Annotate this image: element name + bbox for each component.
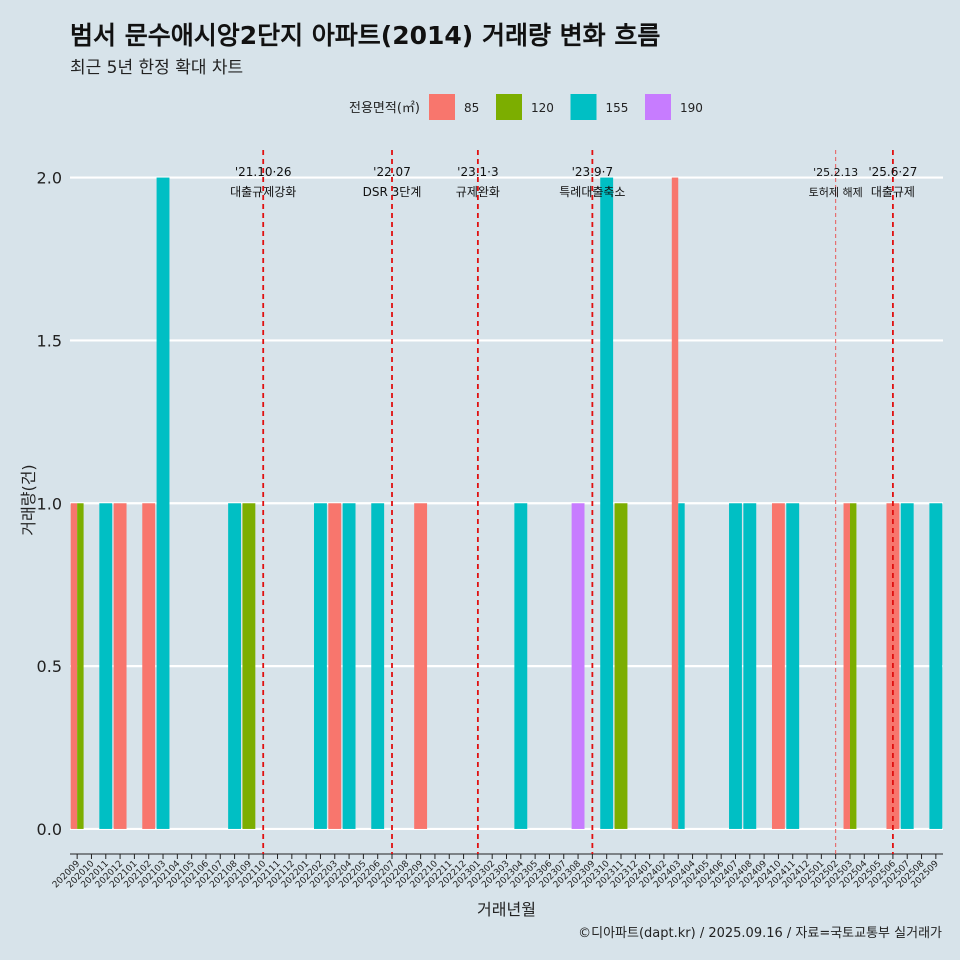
bar-202304-155 — [514, 503, 528, 829]
bar-202509-155 — [929, 503, 943, 829]
legend-label: 155 — [606, 101, 629, 115]
x-axis-title: 거래년월 — [477, 900, 536, 919]
bar-202009-85 — [70, 503, 78, 829]
event-date-label: '22.07 — [373, 165, 411, 179]
bar-202209-85 — [414, 503, 428, 829]
legend-label: 120 — [531, 101, 554, 115]
bar-202411-155 — [786, 503, 800, 829]
event-date-label: '21.10·26 — [235, 165, 292, 179]
bar-202403-85 — [671, 177, 679, 829]
bar-202204-155 — [342, 503, 356, 829]
bar-202308-190 — [571, 503, 585, 829]
y-tick-label: 0.0 — [37, 820, 62, 839]
bar-202503-120 — [849, 503, 857, 829]
bar-202410-85 — [771, 503, 785, 829]
bar-202507-155 — [900, 503, 914, 829]
bar-202408-155 — [743, 503, 757, 829]
legend-label: 190 — [680, 101, 703, 115]
legend-swatch-190 — [645, 94, 671, 120]
bar-202206-155 — [371, 503, 385, 829]
bar-202009-120 — [77, 503, 84, 829]
chart-subtitle: 최근 5년 한정 확대 차트 — [70, 58, 244, 78]
y-tick-label: 2.0 — [37, 169, 62, 188]
source-caption: ©디아파트(dapt.kr) / 2025.09.16 / 자료=국토교통부 실… — [578, 926, 942, 941]
event-date-label: '25.6·27 — [868, 165, 917, 179]
y-tick-label: 1.5 — [37, 331, 62, 350]
legend-swatch-155 — [570, 94, 597, 120]
bar-202103-155 — [156, 177, 170, 829]
bar-202503-85 — [843, 503, 850, 829]
y-tick-label: 0.5 — [37, 657, 62, 676]
chart-title: 범서 문수애시앙2단지 아파트(2014) 거래량 변화 흐름 — [70, 21, 661, 50]
event-name-label: 대출규제 — [871, 185, 915, 199]
y-tick-label: 1.0 — [37, 494, 62, 513]
event-name-label: 규제완화 — [456, 185, 500, 199]
event-name-label: 토허제 해제 — [809, 185, 863, 199]
bar-202311-120 — [614, 503, 628, 829]
bar-202202-155 — [314, 503, 327, 829]
bar-202108-155 — [228, 503, 242, 829]
event-date-label: '25.2.13 — [813, 166, 858, 179]
bar-202407-155 — [729, 503, 742, 829]
event-name-label: 특례대출축소 — [559, 185, 625, 199]
legend-swatch-85 — [429, 94, 455, 120]
event-date-label: '23.1·3 — [457, 165, 498, 179]
bar-202403-155 — [678, 503, 685, 829]
bar-202012-85 — [113, 503, 127, 829]
event-name-label: DSR 3단계 — [363, 185, 422, 199]
legend-title: 전용면적(㎡) — [349, 101, 420, 116]
bar-202011-155 — [99, 503, 113, 829]
legend-label: 85 — [464, 101, 479, 115]
bar-202203-85 — [328, 503, 342, 829]
bar-202310-155 — [600, 177, 614, 829]
event-date-label: '23.9·7 — [572, 165, 613, 179]
y-axis-title: 거래량(건) — [19, 464, 38, 535]
bar-202109-120 — [242, 503, 256, 829]
legend-swatch-120 — [496, 94, 522, 120]
event-name-label: 대출규제강화 — [230, 185, 296, 199]
bar-202102-85 — [142, 503, 156, 829]
